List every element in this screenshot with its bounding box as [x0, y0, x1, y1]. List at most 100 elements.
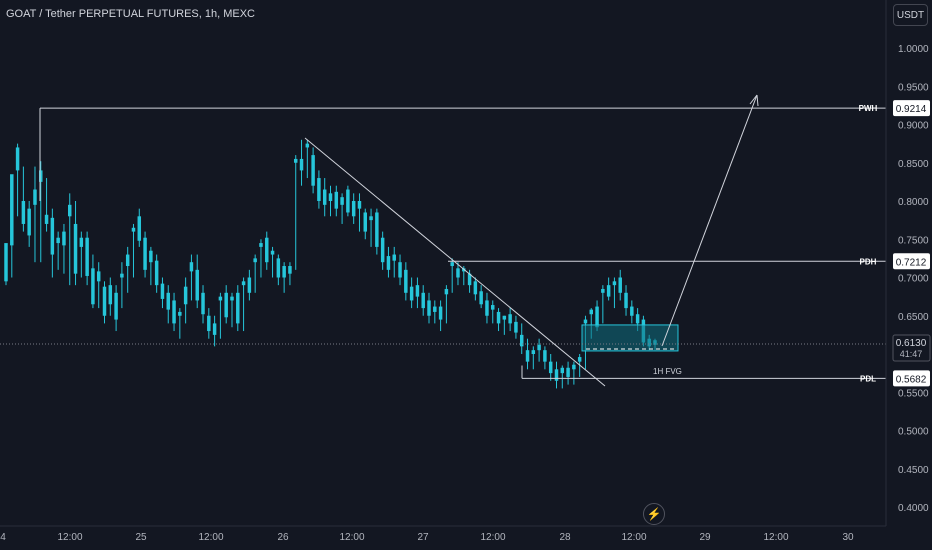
price-tick-label: 0.4500 — [898, 465, 929, 476]
candle — [270, 246, 275, 278]
currency-button[interactable]: USDT — [893, 4, 928, 26]
candle — [380, 231, 385, 270]
candle-body — [73, 223, 78, 274]
candle — [519, 323, 524, 354]
candle — [293, 155, 298, 270]
candle-body — [189, 262, 194, 272]
candle-body — [212, 323, 217, 335]
candle-body — [566, 367, 570, 377]
candle-body — [496, 311, 501, 324]
candle — [27, 201, 31, 247]
candle — [357, 193, 362, 232]
level-price-badge — [893, 370, 930, 387]
candle — [566, 361, 570, 385]
candle — [160, 277, 165, 309]
candle-body — [577, 357, 582, 362]
candle-body — [183, 286, 188, 305]
candle — [346, 185, 350, 217]
candle — [299, 139, 304, 186]
candle-body — [346, 189, 350, 213]
candle — [207, 308, 211, 339]
fvg-label: 1H FVG — [653, 367, 682, 376]
candle-body — [276, 258, 281, 278]
candle — [62, 223, 66, 274]
candle — [508, 308, 512, 332]
candle-body — [531, 350, 536, 354]
candle-body — [178, 311, 182, 316]
lightning-icon[interactable]: ⚡ — [643, 503, 665, 525]
candle-body — [96, 271, 101, 282]
candle-body — [91, 268, 95, 305]
candle — [363, 208, 368, 240]
candle — [131, 223, 136, 278]
candle-body — [4, 243, 8, 282]
time-tick-label: 25 — [135, 532, 147, 543]
candle-body — [149, 250, 153, 263]
countdown-label: 41:47 — [900, 349, 923, 359]
candle — [183, 277, 188, 324]
candle-body — [311, 155, 315, 186]
time-axis[interactable]: 4 12:00 25 12:00 26 12:00 27 12:00 28 12:00 29 12:0… — [0, 525, 886, 543]
candle-body — [102, 286, 107, 316]
fvg-zone — [581, 324, 679, 352]
candle — [496, 308, 501, 332]
candle — [485, 292, 489, 324]
time-tick-label: 27 — [417, 532, 429, 543]
level-price-label: 0.9214 — [896, 104, 927, 115]
candle — [548, 354, 553, 381]
candle — [444, 285, 449, 324]
candle — [241, 277, 246, 332]
candle-body — [137, 216, 142, 241]
candle-body — [21, 201, 26, 224]
candle — [189, 254, 194, 301]
candle-body — [10, 174, 14, 246]
projection-arrow-head — [749, 94, 759, 107]
candle-body — [635, 314, 640, 324]
candle — [386, 246, 391, 278]
candle-body — [357, 201, 362, 209]
candle-body — [15, 147, 20, 171]
candle-body — [236, 292, 240, 324]
level-price-label: 0.5682 — [896, 374, 927, 385]
candle-body — [154, 260, 159, 286]
candle-body — [33, 189, 37, 205]
candle-body — [554, 369, 559, 381]
candle — [328, 185, 333, 217]
candle-body — [543, 350, 547, 362]
level-price-badge — [893, 100, 930, 117]
candle — [56, 231, 60, 270]
trend-line — [304, 137, 606, 387]
candle — [572, 361, 576, 385]
price-axis[interactable]: 1.0000 0.9500 0.9000 0.8500 0.8000 0.7500 0.70… — [885, 0, 931, 526]
current-price-label: 0.6130 — [896, 338, 927, 349]
candle-body — [270, 250, 275, 255]
candle-body — [195, 269, 199, 301]
candle-body — [85, 237, 89, 276]
candle — [21, 166, 26, 232]
candle — [427, 292, 431, 324]
candle — [212, 315, 217, 347]
time-tick-label: 26 — [277, 532, 289, 543]
candle — [230, 292, 234, 328]
time-tick-label: 12:00 — [339, 532, 364, 543]
candle-body — [630, 306, 634, 316]
candle-body — [172, 300, 176, 324]
candle — [178, 308, 182, 339]
candle-body — [160, 283, 165, 299]
candle-body — [583, 319, 588, 324]
candle — [340, 193, 344, 224]
candle — [473, 277, 478, 301]
candle — [543, 346, 547, 370]
time-tick-label: 12:00 — [198, 532, 223, 543]
candle — [4, 243, 8, 286]
candle — [606, 277, 611, 301]
candle — [554, 361, 559, 389]
candle — [68, 193, 72, 286]
candle-body — [166, 292, 170, 310]
candle — [612, 277, 617, 309]
candle-body — [409, 286, 414, 301]
candle-body — [606, 285, 611, 297]
candle-body — [322, 189, 327, 205]
candle — [369, 208, 373, 247]
